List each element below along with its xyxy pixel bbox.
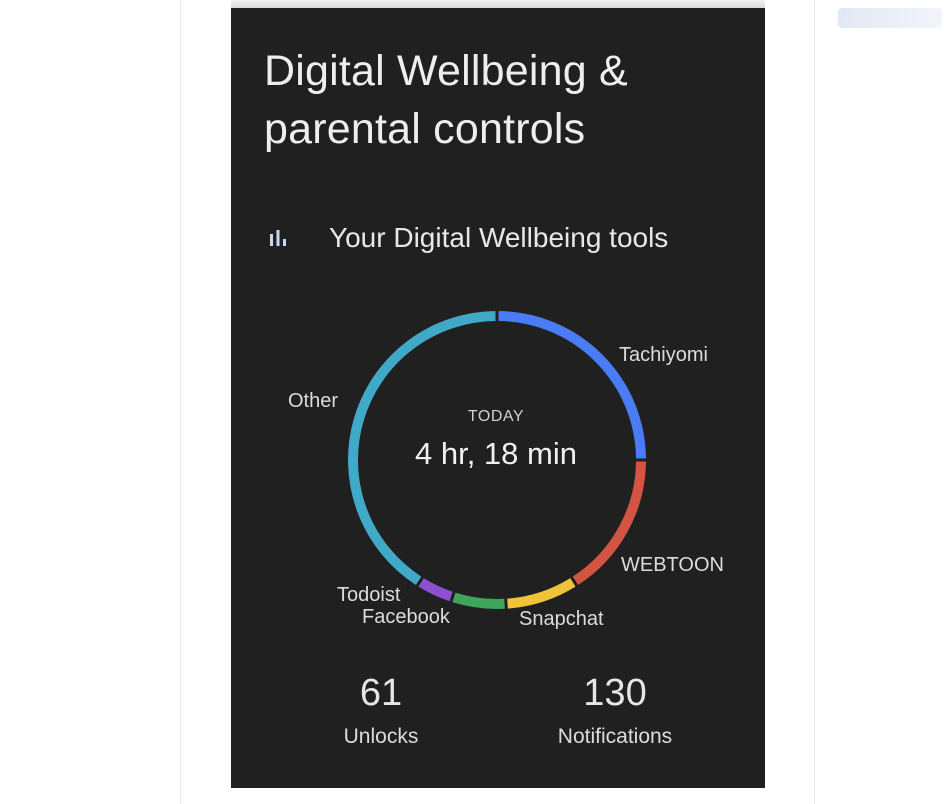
tools-label: Your Digital Wellbeing tools [329,222,669,253]
notifications-label: Notifications [557,725,673,748]
donut-svg [348,311,646,609]
blurred-header-chip [838,8,942,28]
label-other[interactable]: Other [288,390,339,412]
donut-segment-facebook[interactable] [452,592,505,609]
usage-period: TODAY [467,408,525,425]
label-webtoon[interactable]: WEBTOON [621,554,724,576]
donut-segment-webtoon[interactable] [572,461,646,585]
donut-segment-other[interactable] [348,311,496,585]
donut-segment-snapchat[interactable] [507,578,576,609]
screenshot-top-edge [231,0,765,8]
notifications-stat[interactable]: 130 Notifications [530,672,700,749]
usage-stats: 61 Unlocks 130 Notifications [231,672,765,772]
notifications-value: 130 [583,672,647,714]
unlocks-stat[interactable]: 61 Unlocks [296,672,466,749]
usage-total-time: 4 hr, 18 min [415,436,577,471]
usage-summary: TODAY 4 hr, 18 min [351,408,641,472]
label-tachiyomi[interactable]: Tachiyomi [619,344,708,366]
unlocks-label: Unlocks [343,725,419,748]
unlocks-value: 61 [359,672,403,714]
donut-segment-todoist[interactable] [418,578,453,602]
phone-screenshot: Digital Wellbeing & parental controls Yo… [231,8,765,788]
right-gutter-divider [814,0,815,804]
label-snapchat[interactable]: Snapchat [519,608,604,630]
usage-donut-chart[interactable]: TODAY 4 hr, 18 min Tachiyomi WEBTOON Sna… [231,300,765,640]
label-facebook[interactable]: Facebook [362,606,450,628]
donut-segment-tachiyomi[interactable] [498,311,646,459]
left-gutter-divider [180,0,181,804]
screen-title-line1: Digital Wellbeing & [264,47,628,95]
bar-chart-icon [267,227,289,249]
screen-title-line2: parental controls [264,105,586,153]
screen-title: Digital Wellbeing & parental controls [264,42,744,158]
label-todoist[interactable]: Todoist [337,584,401,606]
digital-wellbeing-tools-item[interactable]: Your Digital Wellbeing tools [267,216,668,260]
